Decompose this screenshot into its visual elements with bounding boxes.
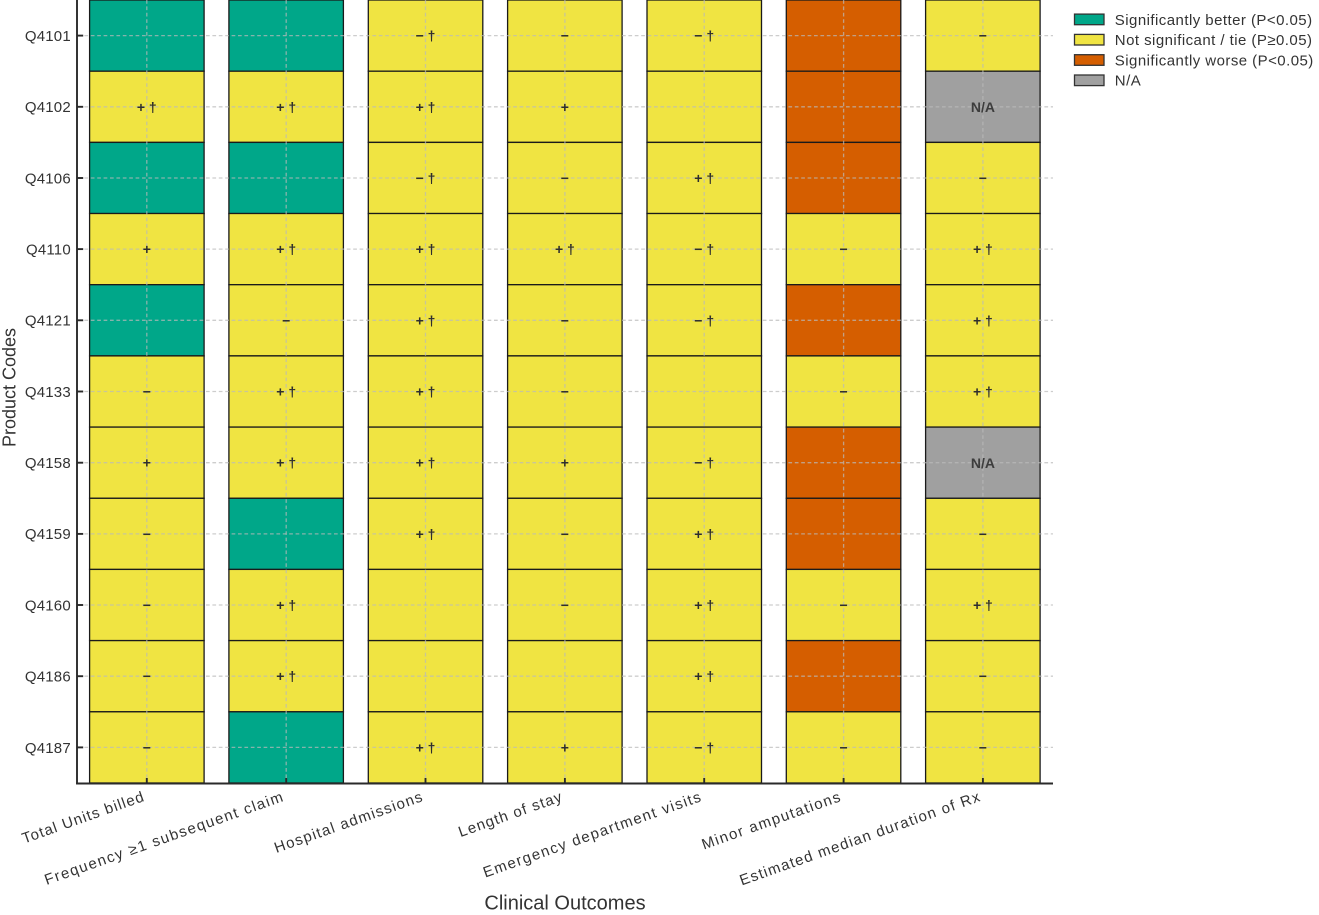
svg-text:+: + bbox=[561, 99, 569, 115]
svg-text:Q4158: Q4158 bbox=[25, 455, 71, 472]
svg-text:−: − bbox=[561, 312, 569, 328]
svg-text:−: − bbox=[979, 28, 987, 44]
svg-text:− †: − † bbox=[694, 28, 714, 44]
svg-text:−: − bbox=[840, 384, 848, 400]
svg-text:Product Codes: Product Codes bbox=[0, 328, 19, 447]
svg-text:N/A: N/A bbox=[971, 99, 995, 115]
svg-text:−: − bbox=[561, 384, 569, 400]
svg-text:+ †: + † bbox=[694, 668, 714, 684]
svg-text:− †: − † bbox=[694, 739, 714, 755]
svg-text:+ †: + † bbox=[555, 241, 575, 257]
svg-text:+ †: + † bbox=[276, 99, 296, 115]
svg-text:− †: − † bbox=[694, 241, 714, 257]
svg-text:−: − bbox=[282, 312, 290, 328]
svg-text:Q4110: Q4110 bbox=[26, 242, 71, 259]
svg-text:+: + bbox=[561, 455, 569, 471]
svg-text:−: − bbox=[840, 597, 848, 613]
svg-text:Significantly better (P<0.05): Significantly better (P<0.05) bbox=[1115, 12, 1313, 29]
svg-text:Q4133: Q4133 bbox=[25, 384, 71, 401]
svg-text:+ †: + † bbox=[416, 312, 436, 328]
svg-text:+ †: + † bbox=[276, 455, 296, 471]
svg-text:−: − bbox=[979, 668, 987, 684]
svg-text:+ †: + † bbox=[694, 526, 714, 542]
svg-text:+ †: + † bbox=[416, 526, 436, 542]
svg-text:N/A: N/A bbox=[971, 455, 995, 471]
svg-text:−: − bbox=[979, 526, 987, 542]
svg-text:Q4160: Q4160 bbox=[25, 597, 71, 614]
svg-text:+ †: + † bbox=[416, 241, 436, 257]
svg-text:−: − bbox=[143, 384, 151, 400]
svg-text:+ †: + † bbox=[416, 739, 436, 755]
svg-text:−: − bbox=[561, 597, 569, 613]
svg-text:+ †: + † bbox=[416, 99, 436, 115]
svg-text:+ †: + † bbox=[276, 668, 296, 684]
svg-text:+ †: + † bbox=[973, 241, 993, 257]
svg-text:−: − bbox=[143, 526, 151, 542]
svg-text:− †: − † bbox=[694, 455, 714, 471]
svg-text:+ †: + † bbox=[276, 241, 296, 257]
svg-text:−: − bbox=[840, 241, 848, 257]
svg-text:− †: − † bbox=[416, 170, 436, 186]
svg-text:Significantly worse (P<0.05): Significantly worse (P<0.05) bbox=[1115, 52, 1314, 69]
svg-text:−: − bbox=[143, 597, 151, 613]
svg-text:+ †: + † bbox=[694, 597, 714, 613]
svg-text:−: − bbox=[561, 526, 569, 542]
svg-text:−: − bbox=[143, 739, 151, 755]
svg-text:Q4101: Q4101 bbox=[25, 28, 71, 45]
svg-text:−: − bbox=[561, 170, 569, 186]
svg-text:−: − bbox=[979, 170, 987, 186]
svg-text:Q4186: Q4186 bbox=[25, 669, 71, 686]
svg-text:−: − bbox=[143, 668, 151, 684]
svg-text:− †: − † bbox=[416, 28, 436, 44]
svg-text:+ †: + † bbox=[416, 455, 436, 471]
svg-text:+ †: + † bbox=[416, 384, 436, 400]
svg-text:Clinical Outcomes: Clinical Outcomes bbox=[484, 893, 645, 915]
svg-text:Q4106: Q4106 bbox=[25, 170, 71, 187]
svg-text:−: − bbox=[561, 28, 569, 44]
svg-text:+: + bbox=[561, 739, 569, 755]
svg-text:+ †: + † bbox=[694, 170, 714, 186]
svg-text:−: − bbox=[840, 739, 848, 755]
svg-text:+ †: + † bbox=[973, 312, 993, 328]
svg-text:− †: − † bbox=[694, 312, 714, 328]
svg-text:+: + bbox=[143, 455, 151, 471]
svg-text:+ †: + † bbox=[276, 597, 296, 613]
svg-text:Not significant / tie (P≥0.05): Not significant / tie (P≥0.05) bbox=[1115, 32, 1313, 49]
svg-text:Q4159: Q4159 bbox=[25, 526, 71, 543]
svg-text:+ †: + † bbox=[137, 99, 157, 115]
svg-text:+ †: + † bbox=[973, 597, 993, 613]
svg-text:+ †: + † bbox=[973, 384, 993, 400]
svg-text:+ †: + † bbox=[276, 384, 296, 400]
svg-text:N/A: N/A bbox=[1115, 73, 1141, 90]
svg-text:+: + bbox=[143, 241, 151, 257]
svg-text:Q4102: Q4102 bbox=[25, 99, 71, 116]
svg-text:Q4121: Q4121 bbox=[25, 313, 71, 330]
svg-text:Q4187: Q4187 bbox=[25, 740, 71, 757]
svg-text:−: − bbox=[979, 739, 987, 755]
